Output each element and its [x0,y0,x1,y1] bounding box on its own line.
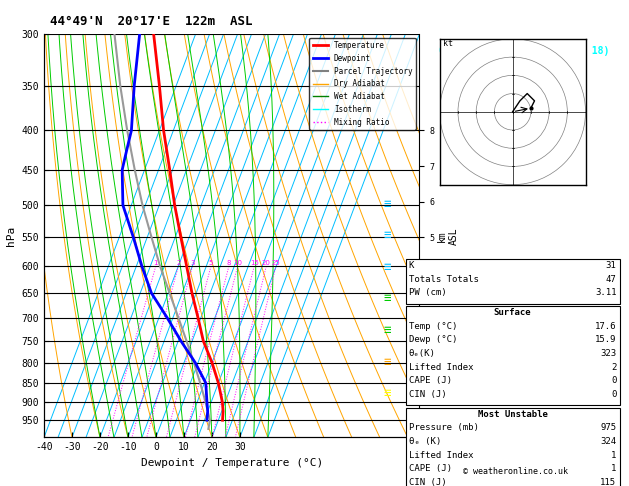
Text: ≡: ≡ [383,293,391,305]
Text: Dewp (°C): Dewp (°C) [409,335,457,345]
Text: Most Unstable: Most Unstable [477,410,548,419]
Text: 1: 1 [153,260,158,266]
Text: ≡: ≡ [383,387,391,400]
Y-axis label: hPa: hPa [6,226,16,246]
Text: © weatheronline.co.uk: © weatheronline.co.uk [464,467,568,476]
Text: 0: 0 [611,376,616,385]
Text: Lifted Index: Lifted Index [409,363,474,372]
Text: Temp (°C): Temp (°C) [409,322,457,331]
Text: 324: 324 [600,437,616,446]
Text: 2: 2 [611,363,616,372]
Text: CAPE (J): CAPE (J) [409,464,452,473]
Text: Surface: Surface [494,308,532,317]
Text: kt: kt [443,39,454,48]
Text: 31: 31 [606,261,616,270]
Text: LCL: LCL [427,423,442,432]
Text: Totals Totals: Totals Totals [409,275,479,284]
Text: θₑ(K): θₑ(K) [409,349,436,358]
Text: ≡: ≡ [383,198,391,210]
Text: CAPE (J): CAPE (J) [409,376,452,385]
Text: 1: 1 [611,464,616,473]
Text: θₑ (K): θₑ (K) [409,437,441,446]
Text: 8: 8 [226,260,231,266]
Text: CIN (J): CIN (J) [409,390,447,399]
Text: ≡: ≡ [383,324,391,337]
Text: 25: 25 [272,260,280,266]
Text: 15: 15 [250,260,259,266]
Y-axis label: km
ASL: km ASL [437,227,459,244]
Text: 323: 323 [600,349,616,358]
Text: PW (cm): PW (cm) [409,288,447,297]
Text: CIN (J): CIN (J) [409,478,447,486]
Text: Pressure (mb): Pressure (mb) [409,423,479,433]
Text: 1: 1 [611,451,616,460]
Legend: Temperature, Dewpoint, Parcel Trajectory, Dry Adiabat, Wet Adiabat, Isotherm, Mi: Temperature, Dewpoint, Parcel Trajectory… [309,38,416,130]
Text: 20: 20 [262,260,270,266]
Text: 3: 3 [190,260,194,266]
Text: 975: 975 [600,423,616,433]
Text: 47: 47 [606,275,616,284]
Text: 115: 115 [600,478,616,486]
Text: ≡: ≡ [383,229,391,242]
Text: 01.06.2024  06GMT  (Base: 18): 01.06.2024 06GMT (Base: 18) [439,46,609,56]
Text: 3.11: 3.11 [595,288,616,297]
Text: 17.6: 17.6 [595,322,616,331]
Text: 5: 5 [209,260,213,266]
Text: Lifted Index: Lifted Index [409,451,474,460]
Text: 0: 0 [611,390,616,399]
Text: K: K [409,261,415,270]
Text: ≡: ≡ [383,261,391,274]
Text: 44°49'N  20°17'E  122m  ASL: 44°49'N 20°17'E 122m ASL [50,15,252,28]
Text: 15.9: 15.9 [595,335,616,345]
Text: ≡: ≡ [383,356,391,368]
Text: 10: 10 [233,260,242,266]
X-axis label: Dewpoint / Temperature (°C): Dewpoint / Temperature (°C) [141,458,323,468]
Text: 2: 2 [176,260,181,266]
